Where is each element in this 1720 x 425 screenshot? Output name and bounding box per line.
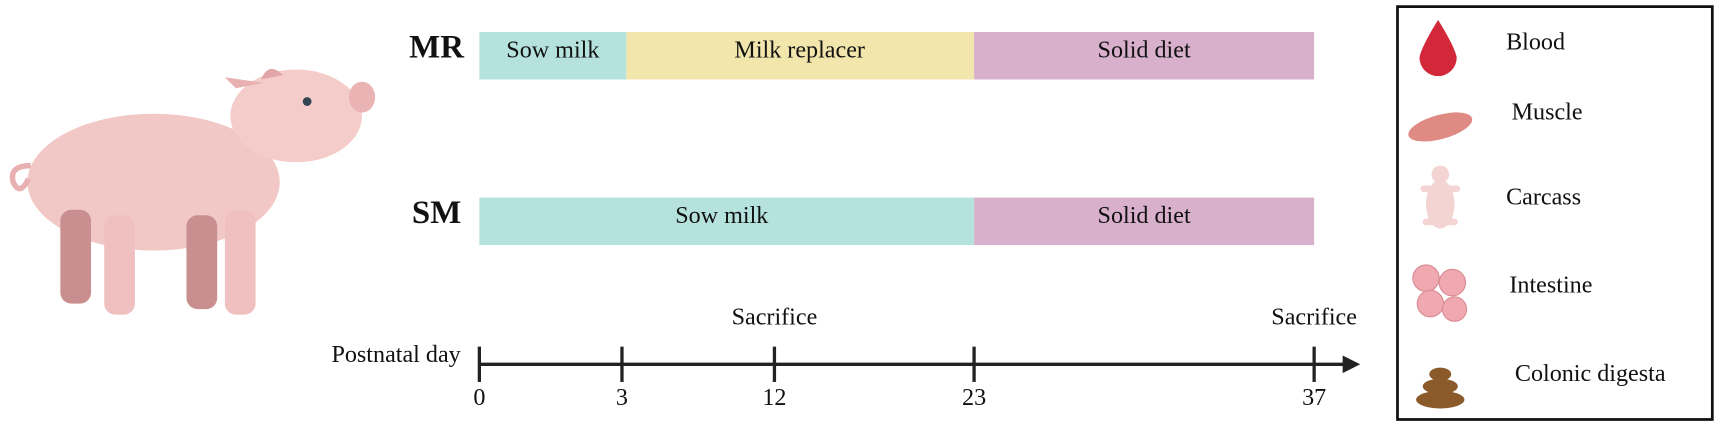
- tick-label: 0: [473, 384, 485, 411]
- legend-label: Intestine: [1509, 272, 1592, 299]
- tick-label: 23: [962, 384, 986, 411]
- tick-label: 3: [616, 384, 628, 411]
- intestine-icon: [1412, 264, 1468, 322]
- group-label: SM: [412, 195, 461, 231]
- arrow-head: [1342, 355, 1361, 374]
- segment-label: Sow milk: [675, 202, 769, 229]
- segment: [974, 32, 1315, 80]
- segment: [974, 197, 1315, 246]
- tick-label: 12: [762, 384, 786, 411]
- carcass-icon: [1420, 165, 1461, 229]
- segment: [479, 32, 627, 80]
- legend-box: [1396, 5, 1714, 421]
- muscle-icon: [1408, 112, 1473, 142]
- legend-label: Colonic digesta: [1515, 360, 1666, 387]
- pig-illustration: [9, 68, 376, 315]
- legend-label: Muscle: [1512, 98, 1583, 125]
- legend: Blood Muscle Carcass Intestine Colonic diges…: [1506, 29, 1666, 387]
- group-label: MR: [409, 29, 465, 65]
- event-label: Sacrifice: [1271, 304, 1357, 331]
- segment-label: Sow milk: [506, 36, 600, 63]
- segment: [626, 32, 975, 80]
- ticks: 0 3 12 23 37: [473, 346, 1326, 411]
- event-label: Sacrifice: [732, 304, 818, 331]
- segment-label: Milk replacer: [734, 36, 865, 63]
- legend-label: Carcass: [1506, 183, 1581, 210]
- segment-label: Solid diet: [1098, 202, 1191, 229]
- segment-label: Solid diet: [1098, 36, 1191, 63]
- tick-label: 37: [1302, 384, 1326, 411]
- segment: [479, 197, 975, 246]
- blood-icon: [1419, 19, 1457, 77]
- digesta-icon: [1416, 367, 1465, 409]
- legend-label: Blood: [1506, 29, 1565, 56]
- axis-label: Postnatal day: [331, 341, 460, 368]
